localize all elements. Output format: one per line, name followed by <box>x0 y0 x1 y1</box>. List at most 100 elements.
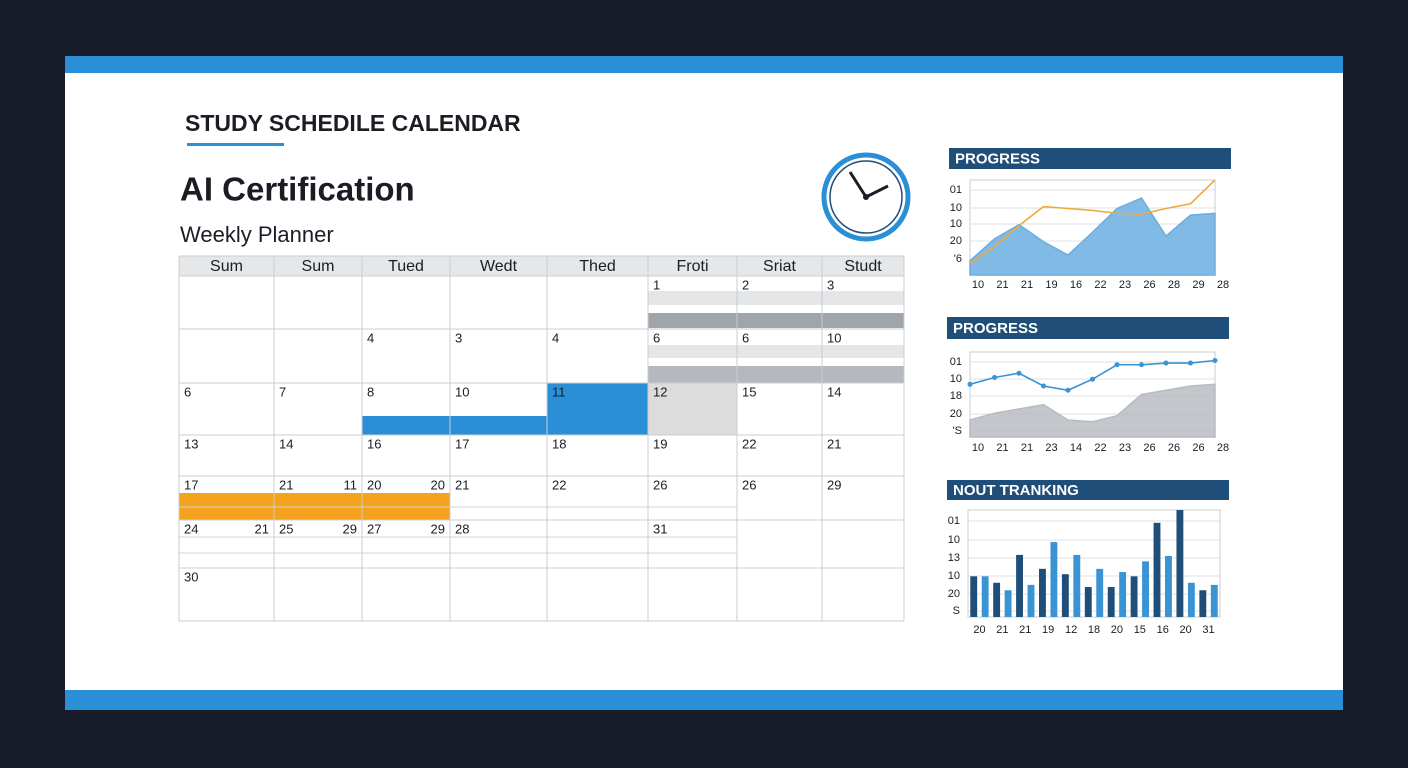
bar <box>1130 576 1138 617</box>
x-tick-label: 12 <box>1065 624 1077 636</box>
x-tick-label: 29 <box>1192 279 1204 291</box>
marker <box>1139 362 1144 368</box>
x-tick-label: 26 <box>1143 279 1155 291</box>
x-tick-label: 21 <box>996 442 1008 454</box>
bar <box>1165 556 1172 617</box>
date: 28 <box>455 521 469 536</box>
highlight <box>648 383 737 435</box>
bar <box>1027 584 1035 617</box>
date: 2 <box>742 277 749 292</box>
x-tick-label: 20 <box>1180 624 1192 636</box>
y-tick-label: 10 <box>950 202 962 214</box>
y-tick-label: 'S <box>953 425 962 437</box>
date-note: 11 <box>344 477 358 492</box>
bar <box>1061 574 1069 617</box>
plot-frame <box>967 509 1221 618</box>
date: 19 <box>653 436 667 451</box>
day-header: Thed <box>579 258 615 275</box>
y-tick-label: 01 <box>950 356 962 368</box>
bar <box>1107 587 1115 617</box>
date: 11 <box>552 384 566 399</box>
day-header: Sriat <box>763 258 796 275</box>
marker <box>967 381 973 387</box>
bar <box>1142 561 1149 617</box>
chart-header <box>947 480 1229 500</box>
day-header: Froti <box>677 258 709 275</box>
y-tick-label: 10 <box>948 570 960 582</box>
x-tick-label: 16 <box>1157 624 1169 636</box>
marker <box>1114 362 1120 368</box>
clock-rim <box>829 160 903 234</box>
date: 6 <box>184 384 191 399</box>
y-tick-label: '6 <box>954 253 962 265</box>
header-row <box>179 256 904 276</box>
date: 21 <box>279 477 293 492</box>
y-tick-label: 20 <box>948 588 960 600</box>
bar <box>1050 542 1058 617</box>
heading: AI Certification <box>180 171 415 208</box>
date: 4 <box>552 330 559 345</box>
bar <box>1039 568 1046 617</box>
area <box>969 197 1216 276</box>
x-tick-label: 31 <box>1202 624 1214 636</box>
x-tick-label: 26 <box>1192 442 1204 454</box>
marker <box>1041 383 1046 389</box>
x-tick-label: 21 <box>1021 279 1033 291</box>
y-tick-label: 10 <box>948 534 960 546</box>
x-tick-label: 10 <box>972 442 984 454</box>
x-tick-label: 26 <box>1168 442 1180 454</box>
date: 31 <box>653 521 667 536</box>
clock <box>821 152 911 242</box>
bar <box>1096 568 1104 617</box>
highlight <box>362 416 547 435</box>
x-tick-label: 15 <box>1134 624 1146 636</box>
highlight <box>648 313 904 328</box>
date: 10 <box>455 384 469 399</box>
x-tick-label: 16 <box>1070 279 1082 291</box>
date: 4 <box>367 330 374 345</box>
y-tick-label: 20 <box>950 235 962 247</box>
bar <box>1210 584 1218 617</box>
date: 24 <box>184 521 198 536</box>
x-tick-label: 18 <box>1088 624 1100 636</box>
date: 21 <box>455 477 469 492</box>
x-tick-label: 21 <box>1021 442 1033 454</box>
date: 10 <box>827 330 841 345</box>
date: 8 <box>367 384 374 399</box>
x-tick-label: 28 <box>1217 442 1229 454</box>
bar <box>993 582 1001 617</box>
bar <box>970 576 978 617</box>
date: 6 <box>742 330 749 345</box>
date-note: 29 <box>343 521 357 536</box>
date: 26 <box>742 477 756 492</box>
y-tick-label: 20 <box>950 408 962 420</box>
chart-header <box>949 148 1231 169</box>
y-tick-label: 13 <box>948 552 960 564</box>
chart-title: PROGRESS <box>953 320 1038 337</box>
date: 29 <box>827 477 841 492</box>
chart-title: NOUT TRANKING <box>953 482 1079 499</box>
highlight <box>648 345 904 358</box>
date: 22 <box>742 436 756 451</box>
day-header: Wedt <box>480 258 518 275</box>
x-tick-label: 21 <box>1019 624 1031 636</box>
date: 1 <box>653 277 660 292</box>
date: 26 <box>653 477 667 492</box>
bar <box>1119 572 1127 617</box>
date: 17 <box>455 436 469 451</box>
date: 17 <box>184 477 198 492</box>
bar <box>1199 590 1207 617</box>
date: 22 <box>552 477 566 492</box>
y-tick-label: S <box>953 605 960 617</box>
title: STUDY SCHEDILE CALENDAR <box>185 110 521 136</box>
bar <box>1016 554 1023 617</box>
x-tick-label: 20 <box>1111 624 1123 636</box>
bar <box>1084 587 1092 617</box>
marker <box>1163 360 1169 366</box>
chart-header <box>947 317 1229 339</box>
x-tick-label: 28 <box>1217 279 1229 291</box>
bar <box>981 576 989 617</box>
x-tick-label: 21 <box>996 624 1008 636</box>
bottom-bar <box>65 690 1343 710</box>
